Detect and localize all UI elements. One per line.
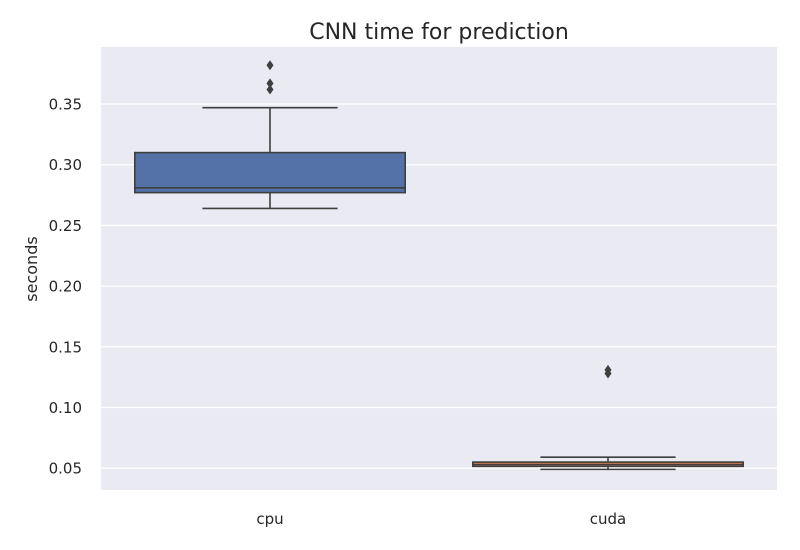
y-tick-label: 0.05 [49, 460, 82, 478]
outlier-point [266, 60, 274, 71]
outlier-point [266, 78, 274, 89]
chart-title: CNN time for prediction [309, 20, 569, 45]
y-axis-label: seconds [22, 236, 41, 301]
x-tick-label: cuda [590, 510, 626, 528]
y-tick-label: 0.30 [49, 156, 82, 174]
box-cuda [471, 364, 744, 471]
outlier-point [266, 84, 274, 95]
y-tick-label: 0.20 [49, 278, 82, 296]
y-axis: 0.05 0.10 0.15 0.20 0.25 0.30 0.35 [49, 96, 82, 478]
y-tick-label: 0.25 [49, 217, 82, 235]
y-tick-label: 0.35 [49, 96, 82, 114]
x-axis: cpu cuda [256, 510, 626, 528]
plot-area [101, 47, 777, 490]
x-tick-label: cpu [256, 510, 283, 528]
y-tick-label: 0.15 [49, 338, 82, 356]
box-series [134, 60, 744, 471]
iqr-box [134, 151, 406, 194]
outlier-point [604, 364, 612, 375]
y-tick-label: 0.10 [49, 399, 82, 417]
box-cpu [134, 60, 406, 210]
